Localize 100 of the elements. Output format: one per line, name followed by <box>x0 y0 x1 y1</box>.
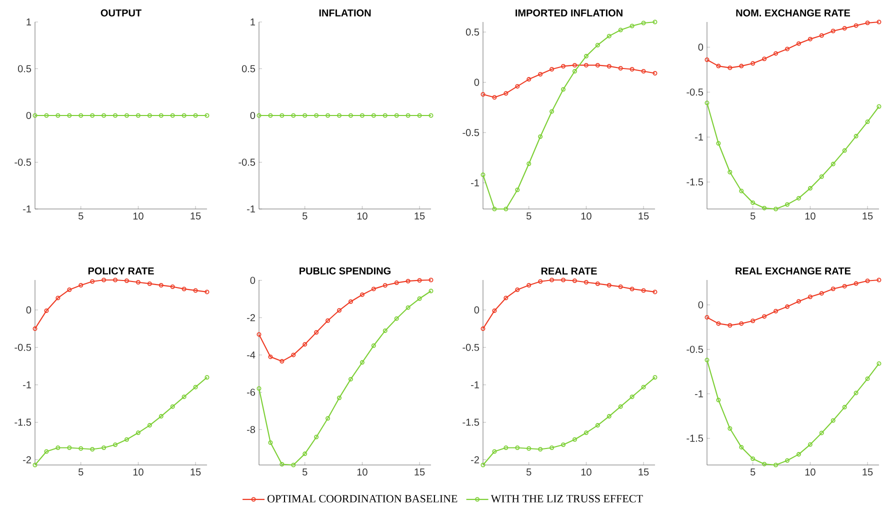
point <box>526 282 532 288</box>
point <box>561 87 566 92</box>
point <box>572 62 577 68</box>
point <box>618 28 623 32</box>
point <box>739 444 744 450</box>
y-tick-label: -1 <box>247 206 255 212</box>
point <box>854 134 858 138</box>
point <box>641 69 646 74</box>
point <box>526 77 532 82</box>
point <box>606 34 612 38</box>
point <box>78 446 84 451</box>
chart-title: POLICY RATE <box>88 267 154 274</box>
point <box>808 36 812 42</box>
point <box>102 278 106 282</box>
point <box>785 202 790 207</box>
point <box>124 437 129 442</box>
point <box>44 308 49 313</box>
point <box>595 62 600 68</box>
point <box>762 56 767 62</box>
point <box>739 321 744 326</box>
x-tick-label: 5 <box>526 468 532 476</box>
y-tick-label: 0 <box>250 276 256 284</box>
point <box>326 318 330 323</box>
point <box>492 95 497 100</box>
point <box>865 376 870 381</box>
y-tick-label: 0 <box>474 78 480 86</box>
point <box>538 279 543 284</box>
point <box>538 134 543 139</box>
point <box>382 328 388 333</box>
x-tick-label: 10 <box>357 468 368 476</box>
point <box>102 446 106 450</box>
y-tick-label: -2 <box>23 456 31 464</box>
point <box>630 286 634 292</box>
point <box>584 54 588 58</box>
point <box>515 84 520 89</box>
point <box>750 318 756 324</box>
point <box>348 299 353 304</box>
point <box>56 446 60 450</box>
point <box>360 360 364 365</box>
point <box>337 396 342 400</box>
point <box>337 308 342 313</box>
point <box>67 287 72 292</box>
point <box>606 64 612 68</box>
y-tick-label: 0.5 <box>18 65 32 72</box>
point <box>417 278 422 283</box>
x-tick-label: 10 <box>581 212 592 220</box>
point <box>595 423 600 428</box>
point <box>406 278 410 284</box>
point <box>147 281 152 286</box>
point <box>406 305 410 310</box>
point <box>44 449 49 454</box>
point <box>326 416 330 421</box>
point <box>728 426 732 431</box>
y-tick-label: -2 <box>471 456 479 464</box>
y-tick-label: -8 <box>247 426 256 434</box>
y-tick-label: -2 <box>247 314 255 322</box>
point <box>268 354 273 360</box>
point <box>147 423 152 428</box>
x-tick-label: 15 <box>414 468 425 476</box>
point <box>504 91 508 96</box>
y-tick-label: -1 <box>695 390 703 398</box>
point <box>90 447 95 452</box>
point <box>584 62 588 68</box>
point <box>526 162 532 166</box>
point <box>561 442 566 448</box>
x-tick-label: 15 <box>638 468 649 476</box>
point <box>739 64 744 68</box>
point <box>842 26 847 31</box>
x-tick-label: 10 <box>805 212 816 220</box>
y-tick-label: -0.5 <box>462 344 480 351</box>
point <box>595 42 600 48</box>
x-tick-label: 10 <box>133 212 144 220</box>
y-tick-label: -1 <box>695 134 703 141</box>
point <box>158 282 164 288</box>
y-tick-label: 0 <box>698 301 704 308</box>
point <box>606 414 612 419</box>
point <box>515 188 520 192</box>
x-tick-label: 5 <box>302 212 308 220</box>
y-tick-label: -0.5 <box>238 158 256 166</box>
point <box>630 66 634 72</box>
y-tick-label: -0.5 <box>14 344 32 351</box>
point <box>193 384 198 390</box>
point <box>113 278 118 282</box>
point <box>808 442 812 447</box>
point <box>865 20 870 26</box>
point <box>774 51 778 56</box>
chart-title: IMPORTED INFLATION <box>516 9 622 16</box>
point <box>785 46 790 52</box>
point <box>716 321 721 326</box>
y-tick-label: -0.5 <box>462 129 480 136</box>
point <box>819 174 824 179</box>
point <box>606 282 612 288</box>
point <box>78 282 84 288</box>
point <box>584 430 588 436</box>
point <box>182 286 186 292</box>
x-tick-label: 15 <box>190 468 201 476</box>
point <box>808 294 812 300</box>
chart-title: INFLATION <box>319 9 371 16</box>
point <box>550 66 554 72</box>
point <box>504 446 508 450</box>
